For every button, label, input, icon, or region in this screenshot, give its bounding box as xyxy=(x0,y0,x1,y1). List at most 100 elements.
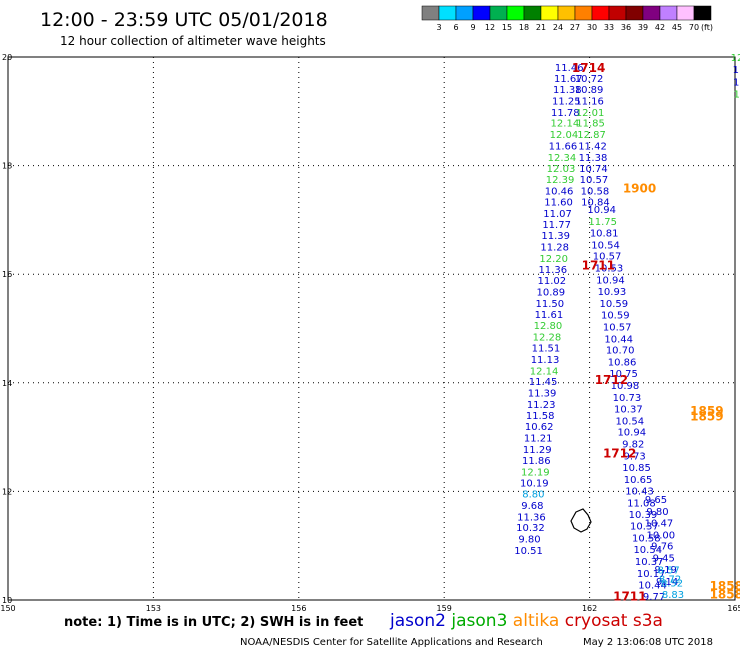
swh-point-label: 10.47 xyxy=(645,518,674,529)
edge-swh-label: 11.6 xyxy=(733,65,740,76)
swh-point-label: 10.57 xyxy=(603,322,632,333)
swh-point-label: 10.44 xyxy=(604,334,633,345)
swh-point-label: 11.07 xyxy=(543,209,572,220)
swh-point-label: 10.54 xyxy=(616,416,645,427)
swh-point-label: 9.77 xyxy=(643,592,665,603)
colorbar-swatch xyxy=(421,5,440,21)
swh-point-label: 12.14 xyxy=(530,366,559,377)
swh-point-label: 10.54 xyxy=(633,545,662,556)
legend-item-s3a: s3a xyxy=(627,611,663,631)
swh-point-label: 10.75 xyxy=(609,369,638,380)
pass-time-label: 1711 xyxy=(613,590,646,604)
swh-point-label: 9.68 xyxy=(521,501,543,512)
colorbar-tick-label: 36 xyxy=(621,23,631,32)
swh-point-label: 12.87 xyxy=(577,130,606,141)
colorbar-tick-label: 9 xyxy=(470,23,475,32)
swh-point-label: 11.39 xyxy=(528,389,557,400)
swh-point-label: 11.75 xyxy=(588,217,617,228)
colorbar-swatch xyxy=(591,5,610,21)
colorbar-swatch xyxy=(608,5,627,21)
swh-point-label: 11.66 xyxy=(549,142,578,153)
axis-tick-labels: 150 153 156 159 162 165 20 18 16 14 12 10 xyxy=(0,53,740,613)
swh-point-label: 9.73 xyxy=(624,452,646,463)
chart-subtitle: 12 hour collection of altimeter wave hei… xyxy=(60,34,326,48)
swh-point-label: 10.98 xyxy=(611,381,640,392)
colorbar-tick-label: 39 xyxy=(638,23,648,32)
colorbar-swatch xyxy=(659,5,678,21)
swh-point-label: 12.14 xyxy=(551,119,580,130)
swh-point-label: 11.29 xyxy=(523,445,552,456)
swh-point-label: 8.72 xyxy=(659,574,681,585)
swh-point-label: 10.93 xyxy=(598,287,627,298)
swh-point-label: 12.03 xyxy=(547,164,576,175)
swh-point-label: 11.36 xyxy=(538,265,567,276)
legend-item-jason2: jason2 xyxy=(389,611,446,631)
y-tick-label: 20 xyxy=(2,53,12,62)
pass-time-label: 1712 xyxy=(595,373,628,387)
swh-point-label: 11.21 xyxy=(524,434,553,445)
legend-item-jason3: jason3 xyxy=(446,611,507,631)
swh-point-label: 11.61 xyxy=(535,310,564,321)
colorbar-tick-label: 42 xyxy=(655,23,665,32)
swh-point-label: 11.67 xyxy=(554,74,583,85)
swh-point-label: 11.39 xyxy=(541,231,570,242)
swh-point-label: 10.73 xyxy=(613,393,642,404)
swh-point-label: 10.37 xyxy=(614,404,643,415)
swh-point-label: 11.86 xyxy=(522,456,551,467)
swh-point-label: 10.94 xyxy=(617,428,646,439)
swh-point-label: 10.65 xyxy=(624,475,653,486)
credit-text: NOAA/NESDIS Center for Satellite Applica… xyxy=(240,637,543,648)
swh-point-label: 9.19 xyxy=(655,565,677,576)
swh-point-label: 10.43 xyxy=(625,486,654,497)
grid-lines xyxy=(8,57,735,600)
swh-point-label: 10.57 xyxy=(593,252,622,263)
x-tick-label: 156 xyxy=(291,604,306,613)
swh-point-label: 11.58 xyxy=(526,411,555,422)
swh-point-label: 10.32 xyxy=(516,523,545,534)
colorbar-tick-label: 6 xyxy=(453,23,458,32)
swh-point-label: 9.82 xyxy=(622,440,644,451)
swh-point-label: 10.37 xyxy=(635,557,664,568)
y-tick-label: 14 xyxy=(2,379,12,388)
pass-time-label: 1712 xyxy=(603,446,636,460)
swh-point-label: 10.85 xyxy=(622,463,651,474)
swh-point-label: 11.42 xyxy=(578,142,607,153)
island-outline-icon xyxy=(570,508,592,533)
edge-swh-label: 12 xyxy=(734,89,740,100)
x-tick-label: 159 xyxy=(437,604,452,613)
x-tick-label: 150 xyxy=(0,604,15,613)
swh-point-label: 10.84 xyxy=(581,197,610,208)
swh-point-label: 10.51 xyxy=(514,546,543,557)
swh-point-label: 10.89 xyxy=(537,288,566,299)
swh-point-label: 10.62 xyxy=(525,422,554,433)
pass-time-label: 1858 xyxy=(710,587,740,601)
swh-point-label: 10.59 xyxy=(601,310,630,321)
swh-point-label: 12.01 xyxy=(576,108,605,119)
x-tick-label: 162 xyxy=(582,604,597,613)
swh-point-label: 11.28 xyxy=(540,243,569,254)
colorbar-legend: 3 6 9 12 15 18 21 24 27 30 33 36 39 42 45 70 (ft) xyxy=(421,5,713,32)
y-tick-label: 16 xyxy=(2,270,12,279)
swh-point-label: 10.57 xyxy=(580,175,609,186)
swh-point-label: 12.34 xyxy=(548,153,577,164)
footer-note: note: 1) Time is in UTC; 2) SWH is in fe… xyxy=(64,615,363,630)
swh-point-label: 10.70 xyxy=(606,346,635,357)
swh-point-label: 10.94 xyxy=(587,205,616,216)
pass-time-label: 1859 xyxy=(690,409,723,423)
wave-height-labels: 11.4611.6711.3811.2511.7812.1412.0411.66… xyxy=(514,53,740,604)
y-tick-label: 10 xyxy=(2,596,12,605)
swh-point-label: 10.59 xyxy=(600,299,629,310)
colorbar-swatch xyxy=(557,5,576,21)
pass-time-label: 1859 xyxy=(690,404,723,418)
swh-point-label: 8.80 xyxy=(522,490,544,501)
colorbar-swatch xyxy=(438,5,457,21)
swh-point-label: 12.20 xyxy=(539,254,568,265)
swh-point-label: 11.38 xyxy=(553,85,582,96)
colorbar-tick-label: 24 xyxy=(553,23,563,32)
swh-point-label: 10.86 xyxy=(608,358,637,369)
plot-frame xyxy=(7,56,736,601)
swh-point-label: 12.80 xyxy=(534,321,563,332)
swh-point-label: 9.65 xyxy=(645,495,667,506)
swh-point-label: 11.02 xyxy=(537,276,566,287)
